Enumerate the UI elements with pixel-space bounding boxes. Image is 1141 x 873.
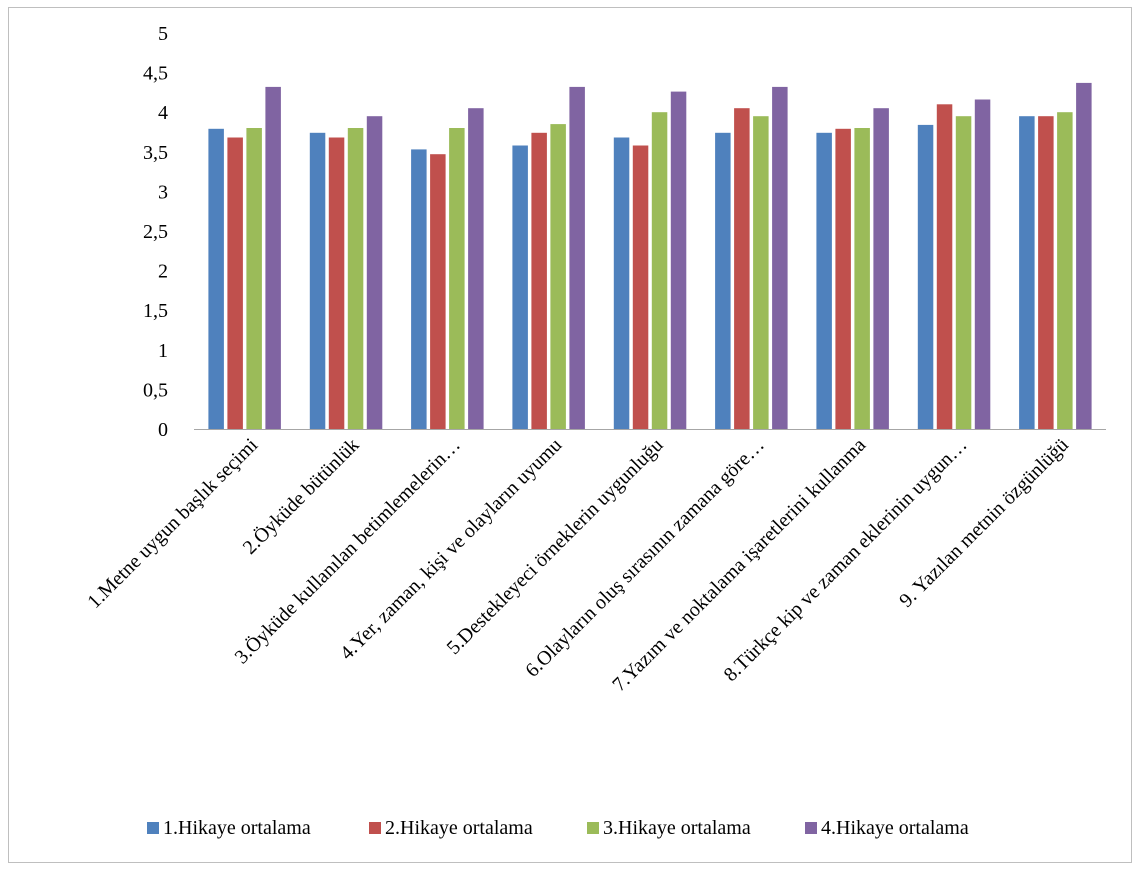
legend-swatch: [587, 822, 599, 834]
bar: [265, 86, 281, 430]
category-label: 4.Yer, zaman, kişi ve olayların uyumu: [336, 434, 566, 664]
legend-label: 3.Hikaye ortalama: [603, 817, 751, 839]
bar: [468, 108, 484, 429]
bar: [651, 112, 668, 429]
y-tick-label: 2: [158, 261, 168, 283]
bar-chart: 0 0,5 1 1,5 2 2,5 3 3,5 4 4,5 5 1.Metne uygun başl…: [83, 23, 1106, 839]
legend-label: 2.Hikaye ortalama: [385, 817, 533, 839]
category-label: 9. Yazılan metnin özgünlüğü: [895, 434, 1073, 612]
bar: [670, 91, 687, 429]
legend-item: 4.Hikaye ortalama: [805, 817, 969, 839]
bar: [917, 124, 934, 430]
y-tick-label: 1,5: [143, 300, 168, 322]
legend-item: 2.Hikaye ortalama: [369, 817, 533, 839]
category-label: 5.Destekleyeci örneklerin uygunluğu: [443, 434, 668, 659]
bar: [955, 116, 972, 429]
bar: [1057, 112, 1073, 429]
bars-layer: [208, 82, 1092, 430]
category-label: 3.Öyküde kullanılan betimlemelerin…: [230, 433, 465, 668]
legend-swatch: [805, 822, 817, 834]
category-label: 1.Metne uygun başlık seçimi: [83, 434, 262, 613]
bar: [1038, 116, 1054, 429]
y-tick-label: 4: [158, 102, 168, 124]
axis-layer: 0 0,5 1 1,5 2 2,5 3 3,5 4 4,5 5: [143, 23, 1106, 441]
bar: [227, 137, 243, 429]
bar: [569, 86, 585, 430]
y-tick-label: 3,5: [143, 142, 168, 164]
bar: [753, 116, 769, 429]
bar: [974, 99, 991, 429]
bar: [632, 145, 649, 429]
bar: [613, 137, 630, 429]
bar: [873, 108, 889, 429]
bar: [772, 86, 788, 430]
bar: [531, 132, 547, 430]
legend-item: 3.Hikaye ortalama: [587, 817, 751, 839]
bar: [430, 154, 446, 429]
chart-frame: 0 0,5 1 1,5 2 2,5 3 3,5 4 4,5 5 1.Metne uygun başl…: [8, 7, 1132, 863]
bar: [246, 128, 262, 429]
legend-item: 1.Hikaye ortalama: [147, 817, 311, 839]
bar: [208, 128, 224, 430]
y-tick-label: 3: [158, 181, 168, 203]
y-tick-label: 2,5: [143, 221, 168, 243]
y-tick-label: 4,5: [143, 63, 168, 85]
bar: [854, 128, 870, 429]
y-tick-label: 1: [158, 340, 168, 362]
bar: [411, 149, 427, 429]
bar: [1019, 116, 1035, 429]
bar: [512, 145, 528, 429]
bar: [328, 137, 345, 429]
y-tick-label: 0: [158, 419, 168, 441]
bar: [366, 116, 383, 429]
bar: [936, 104, 953, 430]
bar: [734, 108, 750, 429]
bar: [1076, 82, 1092, 430]
y-tick-label: 5: [158, 23, 168, 45]
bar: [835, 128, 851, 430]
legend-label: 1.Hikaye ortalama: [163, 817, 311, 839]
legend-label: 4.Hikaye ortalama: [821, 817, 969, 839]
bar: [715, 132, 731, 430]
bar: [309, 132, 326, 430]
bar: [816, 132, 832, 430]
bar: [449, 128, 465, 429]
legend: 1.Hikaye ortalama 2.Hikaye ortalama 3.Hika…: [147, 817, 969, 839]
legend-swatch: [369, 822, 381, 834]
bar: [550, 124, 566, 429]
legend-swatch: [147, 822, 159, 834]
y-tick-label: 0,5: [143, 379, 168, 401]
bar: [347, 128, 364, 429]
